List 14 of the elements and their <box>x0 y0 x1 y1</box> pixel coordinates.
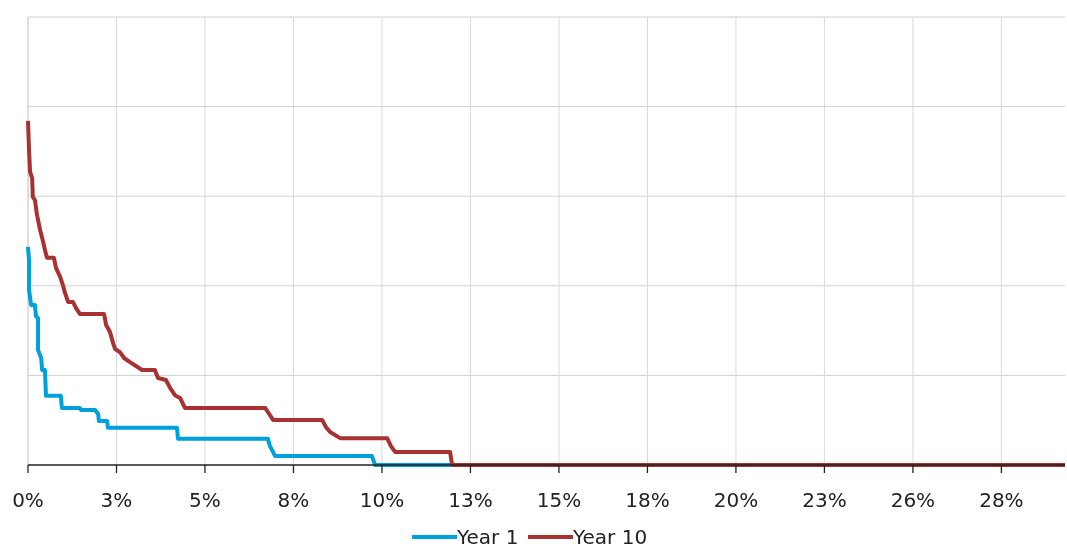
x-tick-label: 20% <box>713 488 759 512</box>
x-tick-label: 23% <box>802 488 847 512</box>
x-tick-label: 26% <box>890 488 936 512</box>
x-tick-label: 0% <box>12 488 44 512</box>
legend-label: Year 1 <box>456 525 519 549</box>
x-tick-label: 3% <box>100 488 133 512</box>
x-tick-label: 13% <box>448 488 493 512</box>
x-tick-label: 8% <box>277 488 310 512</box>
x-tick-label: 18% <box>625 488 670 512</box>
x-tick-label: 15% <box>536 488 582 512</box>
x-tick-label: 10% <box>359 488 405 512</box>
x-tick-label: 5% <box>189 488 221 512</box>
legend-label: Year 10 <box>572 525 648 549</box>
x-tick-label: 28% <box>979 488 1024 512</box>
